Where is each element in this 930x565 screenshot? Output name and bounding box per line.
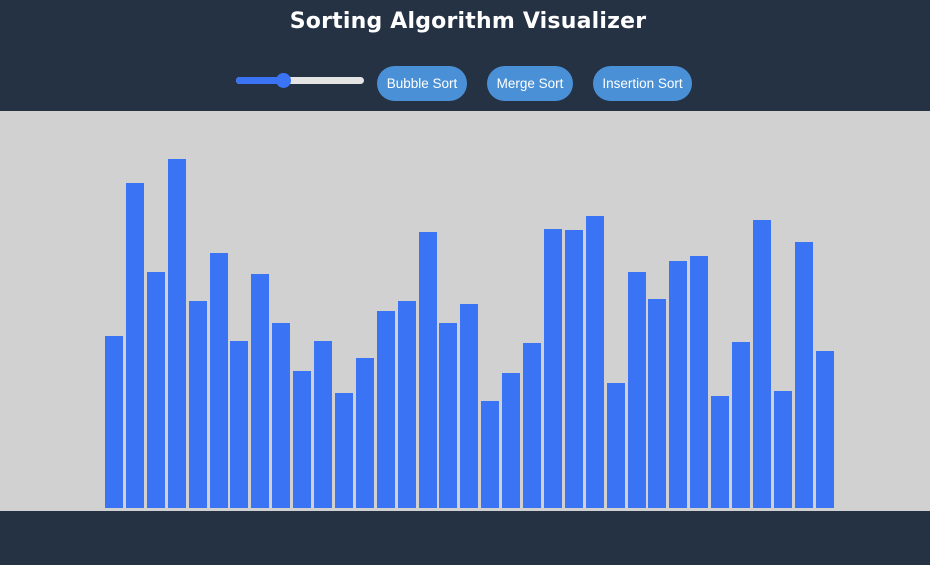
array-bar [774, 391, 792, 508]
array-bar [795, 242, 813, 508]
array-bar [628, 272, 646, 508]
array-bar [544, 229, 562, 508]
array-bar [335, 393, 353, 508]
array-bar [147, 272, 165, 508]
array-bar [356, 358, 374, 508]
array-bar [168, 159, 186, 508]
array-bar [460, 304, 478, 508]
array-bar [293, 371, 311, 508]
array-bar [753, 220, 771, 508]
array-bar [669, 261, 687, 508]
insertion-sort-button[interactable]: Insertion Sort [593, 66, 692, 101]
array-bar [502, 373, 520, 508]
array-bar [210, 253, 228, 508]
array-bar [126, 183, 144, 508]
array-bar [481, 401, 499, 508]
array-bar [314, 341, 332, 508]
array-bar [816, 351, 834, 508]
array-bar [586, 216, 604, 508]
visualizer-canvas [0, 111, 930, 511]
bubble-sort-button[interactable]: Bubble Sort [377, 66, 467, 101]
header-bar: Sorting Algorithm Visualizer Bubble Sort… [0, 0, 930, 111]
array-bar [398, 301, 416, 508]
array-bar [732, 342, 750, 508]
footer-bar [0, 511, 930, 565]
array-bar [230, 341, 248, 508]
merge-sort-button[interactable]: Merge Sort [487, 66, 573, 101]
array-bar [523, 343, 541, 508]
bars-container [0, 111, 930, 511]
array-bar [607, 383, 625, 508]
page-title: Sorting Algorithm Visualizer [289, 9, 647, 34]
array-bar [648, 299, 666, 508]
array-bar [690, 256, 708, 508]
array-bar [377, 311, 395, 508]
array-bar [251, 274, 269, 508]
array-size-slider[interactable] [236, 73, 364, 88]
array-bar [711, 396, 729, 508]
array-bar [419, 232, 437, 508]
slider-thumb[interactable] [276, 73, 291, 88]
array-bar [565, 230, 583, 508]
array-bar [105, 336, 123, 508]
array-bar [272, 323, 290, 508]
controls-bar: Bubble Sort Merge Sort Insertion Sort [0, 66, 930, 102]
slider-fill [236, 77, 283, 84]
array-bar [189, 301, 207, 508]
slider-track[interactable] [236, 77, 364, 84]
array-bar [439, 323, 457, 508]
